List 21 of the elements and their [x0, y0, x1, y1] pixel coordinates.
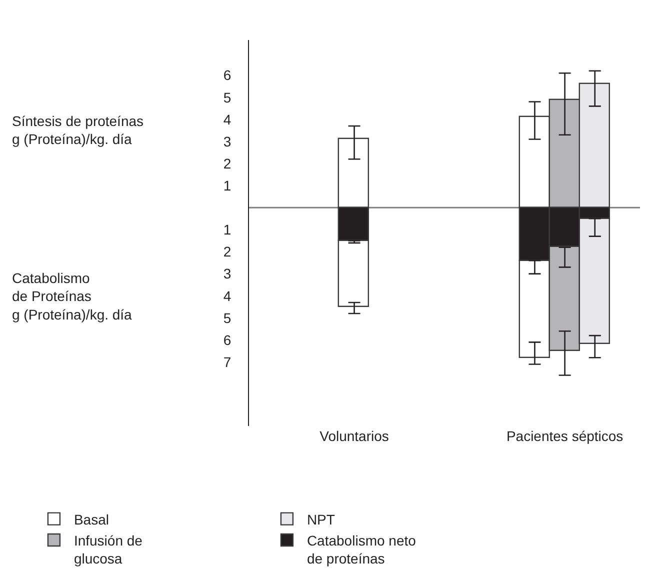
legend-label: Infusión de glucosa — [74, 532, 143, 567]
y-tick-label: 5 — [223, 310, 232, 326]
y-tick-label: 7 — [223, 354, 232, 370]
y-tick-label: 3 — [223, 266, 232, 282]
y-tick-label: 1 — [223, 177, 232, 194]
text: Síntesis de proteínas g (Proteína)/kg. día — [12, 113, 144, 148]
y-tick-label: 5 — [223, 89, 232, 106]
y-tick-label: 3 — [223, 133, 232, 150]
legend-label: NPT — [306, 511, 336, 528]
x-tick-label: Pacientes sépticos — [506, 428, 624, 444]
y-tick-label: 2 — [223, 155, 232, 172]
y-tick-label: 6 — [223, 67, 232, 84]
legend-label: Catabolismo neto de proteínas — [306, 532, 416, 567]
y-tick-label: 6 — [223, 332, 232, 348]
x-tick-label: Voluntarios — [320, 428, 389, 444]
y-tick-label: 4 — [223, 111, 232, 128]
text: Catabolismo de Proteínas g (Proteína)/kg. día — [12, 270, 132, 322]
y-tick-label: 4 — [223, 288, 232, 304]
y-tick-label: 2 — [223, 244, 232, 260]
y-tick-label: 1 — [223, 222, 232, 238]
legend-label: Basal — [74, 511, 109, 528]
